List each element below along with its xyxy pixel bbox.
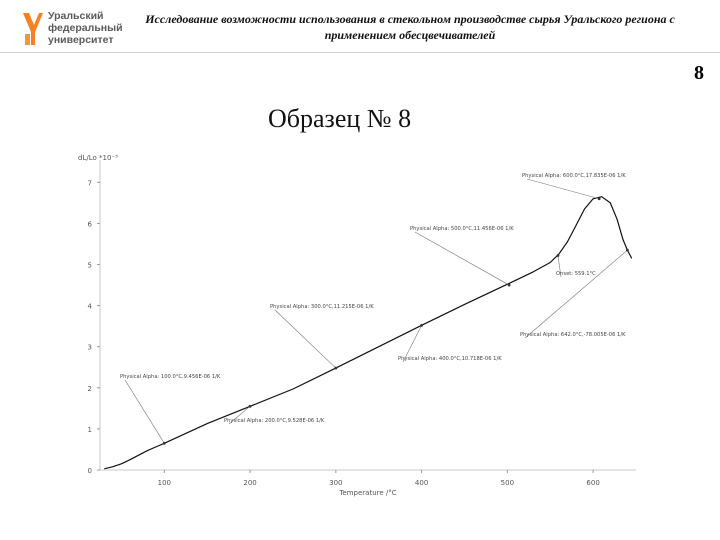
y-tick-label: 5 [88, 262, 92, 270]
annotation-marker [334, 366, 338, 370]
x-tick-label: 600 [586, 479, 599, 487]
ural-university-emblem-icon [23, 13, 43, 45]
annotation-marker [162, 441, 166, 445]
annotation-marker [507, 283, 511, 287]
annotation-leader-line [414, 231, 510, 286]
annotation-label: Physical Alpha: 600.0°C,17.835E-06 1/K [522, 173, 626, 179]
x-tick-label: 100 [158, 479, 171, 487]
annotation-label: Physical Alpha: 200.0°C,9.528E-06 1/K [224, 418, 325, 424]
x-axis-label: Temperature /°C [338, 489, 396, 497]
x-tick-label: 500 [501, 479, 514, 487]
annotation-leader-line [557, 255, 562, 278]
y-tick-label: 3 [88, 344, 92, 352]
annotation-leader-line [228, 406, 251, 425]
annotation-marker [626, 248, 629, 252]
annotation-marker [597, 197, 601, 201]
logo-line: федеральный [48, 22, 123, 34]
logo-line: Уральский [48, 10, 104, 22]
university-logo: Уральский федеральный университет [22, 10, 123, 50]
y-tick-label: 1 [88, 426, 92, 434]
annotation-leader-line [526, 178, 600, 200]
annotation-label: Physical Alpha: 100.0°C,9.456E-06 1/K [120, 374, 221, 380]
x-tick-label: 300 [329, 479, 342, 487]
annotation-marker [556, 254, 560, 257]
annotation-leader-line [402, 325, 422, 363]
annotation-leader-line [524, 249, 628, 339]
logo-line: университет [48, 34, 114, 46]
dilatometry-chart: 0 1 2 3 4 5 6 7 100 200 300 400 500 600 dL/Lo *10⁻³ Tem… [78, 154, 636, 497]
y-tick-label: 4 [88, 303, 93, 311]
annotation-label: Physical Alpha: 642.0°C,-78.005E-06 1/K [520, 332, 626, 338]
annotation-label: Onset: 559.1°C [556, 271, 596, 277]
y-tick-label: 6 [88, 220, 93, 228]
annotation-label: Physical Alpha: 300.0°C,11.215E-06 1/K [270, 304, 374, 310]
logo-wordmark: Уральский федеральный университет [48, 10, 123, 46]
y-tick-label: 2 [88, 385, 92, 393]
header-title: Исследование возможности использования в… [145, 12, 675, 42]
annotation-marker [248, 404, 252, 408]
header-divider [0, 52, 720, 53]
y-tick-label: 7 [88, 179, 92, 187]
annotation-label: Physical Alpha: 500.0°C,11.456E-06 1/K [410, 226, 514, 232]
x-tick-label: 400 [415, 479, 428, 487]
slide-title: Образец № 8 [268, 104, 412, 133]
annotation-leader-line [274, 309, 337, 369]
y-axis-label: dL/Lo *10⁻³ [78, 154, 118, 162]
y-tick-label: 0 [88, 467, 92, 475]
annotation-leader-line [124, 379, 165, 444]
page-number: 8 [694, 62, 704, 84]
expansion-curve [104, 196, 633, 470]
annotation-label: Physical Alpha: 400.0°C,10.718E-06 1/K [398, 356, 502, 362]
annotation-marker [420, 323, 423, 327]
x-tick-label: 200 [243, 479, 256, 487]
